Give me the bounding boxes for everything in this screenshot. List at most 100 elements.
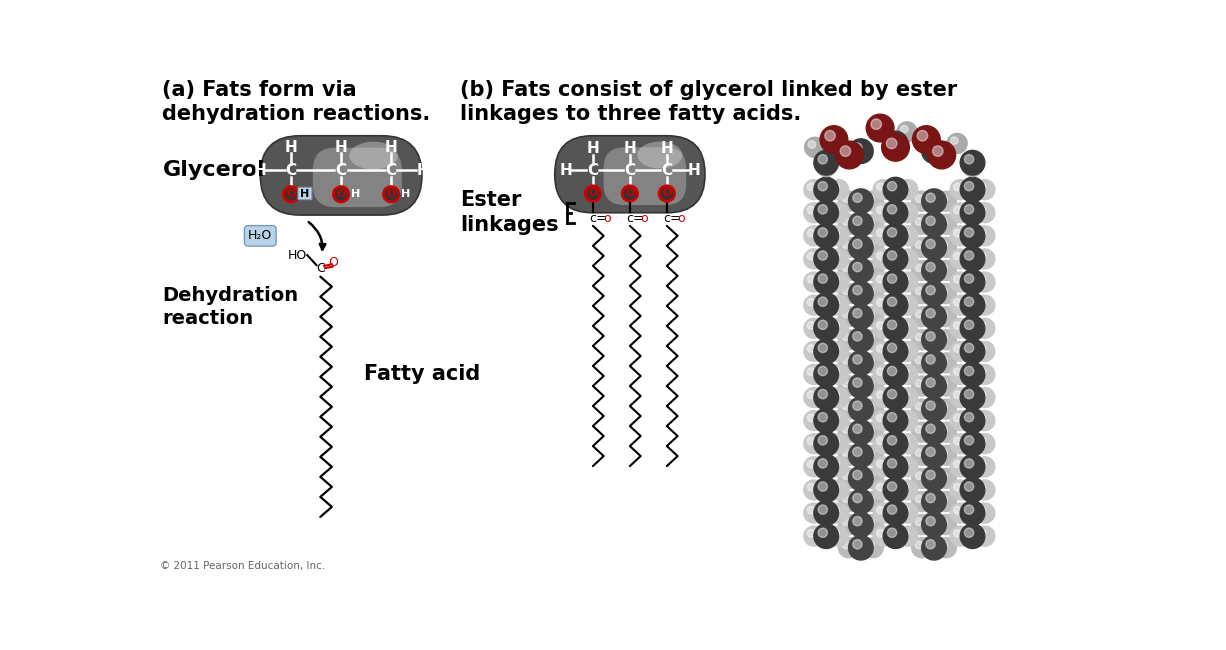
Circle shape — [901, 183, 908, 190]
Circle shape — [888, 135, 896, 145]
Circle shape — [922, 489, 946, 514]
Circle shape — [867, 218, 874, 226]
Circle shape — [978, 206, 986, 214]
Circle shape — [804, 480, 824, 500]
Circle shape — [939, 518, 948, 526]
Circle shape — [897, 179, 918, 200]
Circle shape — [814, 339, 839, 363]
Circle shape — [848, 212, 873, 237]
Circle shape — [965, 343, 973, 352]
Circle shape — [333, 187, 349, 202]
Circle shape — [897, 249, 918, 269]
Circle shape — [965, 155, 973, 164]
Circle shape — [842, 218, 850, 226]
Text: H: H — [385, 140, 397, 155]
Circle shape — [912, 422, 932, 442]
Circle shape — [978, 530, 986, 537]
Circle shape — [839, 261, 858, 281]
Circle shape — [622, 186, 638, 202]
Circle shape — [804, 387, 824, 408]
Circle shape — [975, 226, 994, 246]
Circle shape — [954, 368, 961, 376]
Circle shape — [960, 385, 984, 410]
Circle shape — [926, 470, 935, 480]
Circle shape — [873, 179, 894, 200]
Circle shape — [897, 272, 918, 292]
Text: O: O — [329, 256, 338, 269]
Circle shape — [950, 387, 970, 408]
Circle shape — [883, 131, 907, 156]
Text: H: H — [300, 189, 309, 200]
Circle shape — [807, 229, 815, 237]
Circle shape — [818, 482, 828, 491]
Circle shape — [883, 454, 907, 479]
Circle shape — [832, 206, 840, 214]
Circle shape — [937, 261, 956, 281]
Circle shape — [867, 310, 874, 318]
Circle shape — [939, 264, 948, 272]
Circle shape — [915, 541, 923, 549]
Circle shape — [877, 437, 884, 445]
Circle shape — [950, 457, 970, 477]
Circle shape — [939, 287, 948, 294]
Circle shape — [978, 183, 986, 190]
Circle shape — [867, 194, 874, 202]
Circle shape — [660, 186, 674, 202]
Circle shape — [804, 226, 824, 246]
Circle shape — [818, 155, 828, 164]
Circle shape — [848, 374, 873, 398]
Circle shape — [848, 489, 873, 514]
Circle shape — [804, 503, 824, 523]
Circle shape — [912, 515, 932, 534]
Circle shape — [842, 310, 850, 318]
Circle shape — [832, 414, 840, 422]
Circle shape — [960, 524, 984, 549]
Ellipse shape — [349, 142, 397, 170]
Circle shape — [873, 272, 894, 292]
Circle shape — [829, 411, 848, 431]
Circle shape — [915, 495, 923, 502]
Circle shape — [912, 491, 932, 512]
Circle shape — [814, 500, 839, 525]
Circle shape — [901, 252, 908, 260]
Circle shape — [897, 480, 918, 500]
Circle shape — [883, 432, 907, 456]
Circle shape — [842, 541, 850, 549]
Circle shape — [926, 285, 935, 295]
Text: O: O — [625, 188, 635, 198]
Circle shape — [863, 330, 883, 350]
Circle shape — [950, 526, 970, 546]
Circle shape — [877, 530, 884, 537]
Circle shape — [901, 414, 908, 422]
Circle shape — [939, 448, 948, 456]
Circle shape — [897, 122, 917, 142]
Text: Glycerol: Glycerol — [163, 161, 265, 181]
Circle shape — [873, 526, 894, 546]
Circle shape — [814, 408, 839, 433]
Circle shape — [853, 332, 862, 341]
Circle shape — [954, 391, 961, 398]
Circle shape — [960, 316, 984, 341]
Circle shape — [825, 131, 835, 141]
Circle shape — [883, 270, 907, 294]
Circle shape — [807, 252, 815, 260]
Circle shape — [950, 226, 970, 246]
Circle shape — [832, 484, 840, 491]
Circle shape — [912, 261, 932, 281]
Circle shape — [950, 480, 970, 500]
Circle shape — [804, 411, 824, 431]
Circle shape — [873, 387, 894, 408]
Circle shape — [901, 322, 908, 330]
Circle shape — [915, 472, 923, 480]
Circle shape — [818, 505, 828, 514]
Circle shape — [829, 179, 848, 200]
Circle shape — [948, 133, 967, 153]
Circle shape — [966, 160, 973, 168]
Text: =: = — [669, 212, 680, 225]
Circle shape — [829, 203, 848, 223]
Text: o: o — [678, 212, 685, 225]
Circle shape — [888, 343, 896, 352]
Circle shape — [978, 252, 986, 260]
Circle shape — [877, 506, 884, 514]
Circle shape — [937, 307, 956, 327]
